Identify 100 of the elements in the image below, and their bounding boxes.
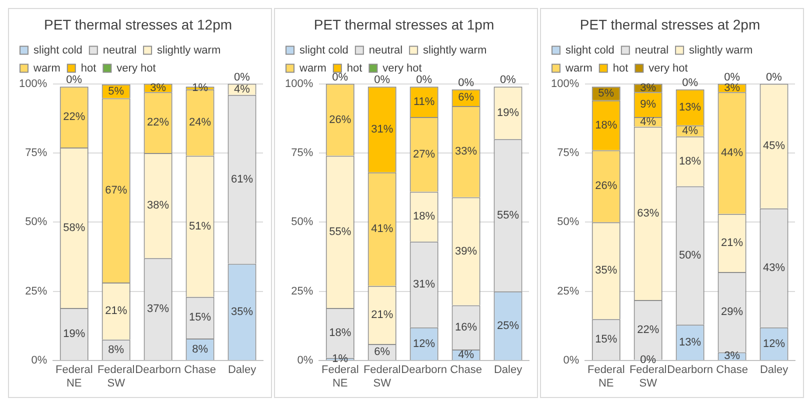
data-label: 19% <box>63 328 86 340</box>
x-tick-label: Chase <box>450 364 482 376</box>
data-label: 13% <box>679 101 702 114</box>
data-label: 18% <box>679 155 702 168</box>
legend-label: neutral <box>368 44 403 56</box>
legend-label: slight cold <box>34 44 82 56</box>
data-label: 1% <box>192 82 208 94</box>
data-label: 4% <box>682 124 698 137</box>
data-label: 44% <box>721 147 744 160</box>
y-tick-label: 50% <box>25 216 48 228</box>
y-tick-label: 50% <box>557 216 580 228</box>
data-label: 33% <box>455 146 478 158</box>
data-label: 4% <box>458 348 474 361</box>
data-label: 3% <box>640 82 656 94</box>
data-label: 51% <box>189 220 212 232</box>
x-tick-label: Federal SW <box>363 364 401 390</box>
x-tick-label: Federal NE <box>55 364 93 390</box>
x-tick-label: Dearborn <box>667 364 713 376</box>
data-label: 41% <box>371 223 394 236</box>
data-label: 16% <box>455 321 478 334</box>
legend-label: slight cold <box>300 44 348 56</box>
data-label: 37% <box>147 303 170 316</box>
data-label: 22% <box>147 116 170 129</box>
data-label: 21% <box>105 305 128 318</box>
data-label: 3% <box>724 82 740 94</box>
legend-label: warm <box>32 62 60 74</box>
data-label: 45% <box>763 140 786 152</box>
legend-label: neutral <box>102 44 137 56</box>
data-label: 11% <box>413 96 435 108</box>
data-label: 50% <box>679 249 702 262</box>
data-label: 12% <box>763 338 786 350</box>
y-tick-label: 0% <box>563 354 580 367</box>
data-label: 26% <box>595 180 618 192</box>
data-label: 27% <box>413 148 436 160</box>
legend-label: very hot <box>116 62 156 74</box>
x-tick-label: Federal SW <box>629 364 667 390</box>
data-label: 22% <box>63 111 86 124</box>
data-label: 55% <box>497 209 520 222</box>
data-label: 3% <box>150 82 166 94</box>
x-tick-label: Daley <box>228 364 257 376</box>
data-label: 55% <box>329 226 352 238</box>
data-label: 39% <box>455 245 478 258</box>
x-tick-label: Daley <box>760 364 789 376</box>
data-label: 35% <box>231 306 254 318</box>
y-tick-label: 0% <box>31 354 48 367</box>
y-tick-label: 25% <box>557 285 580 298</box>
x-tick-label: Federal SW <box>97 364 135 390</box>
data-label: 25% <box>497 320 520 332</box>
y-tick-label: 75% <box>291 147 314 160</box>
data-label: 0% <box>500 74 516 86</box>
data-label: 21% <box>371 308 394 321</box>
data-label: 0% <box>766 71 782 84</box>
data-label: 13% <box>679 336 702 348</box>
y-tick-label: 50% <box>291 216 314 228</box>
data-label: 8% <box>192 343 208 356</box>
data-label: 0% <box>332 71 348 84</box>
legend-label: slight cold <box>566 44 614 56</box>
data-label: 43% <box>763 262 786 274</box>
data-label: 0% <box>66 74 82 86</box>
legend-label: very hot <box>382 62 422 74</box>
data-label: 31% <box>371 124 394 136</box>
x-tick-label: Federal NE <box>321 364 359 390</box>
data-label: 6% <box>458 92 474 104</box>
data-label: 5% <box>108 85 124 98</box>
legend-label: slightly warm <box>423 44 487 56</box>
data-label: 63% <box>637 207 660 220</box>
data-label: 31% <box>413 278 436 291</box>
data-label: 0% <box>234 71 250 84</box>
data-label: 1% <box>332 352 348 365</box>
legend-label: warm <box>298 62 326 74</box>
data-label: 0% <box>724 71 740 84</box>
y-tick-label: 25% <box>291 285 314 298</box>
data-label: 18% <box>329 326 352 339</box>
legend-label: slightly warm <box>689 44 753 56</box>
data-label: 12% <box>413 338 436 350</box>
y-tick-label: 100% <box>550 78 580 90</box>
x-tick-label: Chase <box>184 364 216 376</box>
x-tick-label: Chase <box>716 364 748 376</box>
data-label: 0% <box>640 354 656 366</box>
legend-label: neutral <box>634 44 669 56</box>
chart-title: PET thermal stresses at 12pm <box>44 16 232 32</box>
chart-title: PET thermal stresses at 2pm <box>580 16 760 32</box>
data-label: 15% <box>595 334 618 346</box>
data-label: 0% <box>416 74 432 86</box>
data-label: 0% <box>374 74 390 86</box>
data-label: 15% <box>189 312 212 324</box>
legend-label: hot <box>346 62 362 74</box>
data-label: 0% <box>682 76 698 89</box>
data-label: 0% <box>458 76 474 89</box>
legend-label: slightly warm <box>157 44 221 56</box>
data-label: 3% <box>724 350 740 362</box>
y-tick-label: 25% <box>25 285 48 298</box>
legend-label: very hot <box>648 62 688 74</box>
x-tick-label: Daley <box>494 364 523 376</box>
data-label: 18% <box>413 210 436 223</box>
data-label: 29% <box>721 306 744 318</box>
data-label: 26% <box>329 114 352 126</box>
legend-label: hot <box>612 62 628 74</box>
y-tick-label: 100% <box>18 78 48 90</box>
data-label: 58% <box>63 222 86 234</box>
